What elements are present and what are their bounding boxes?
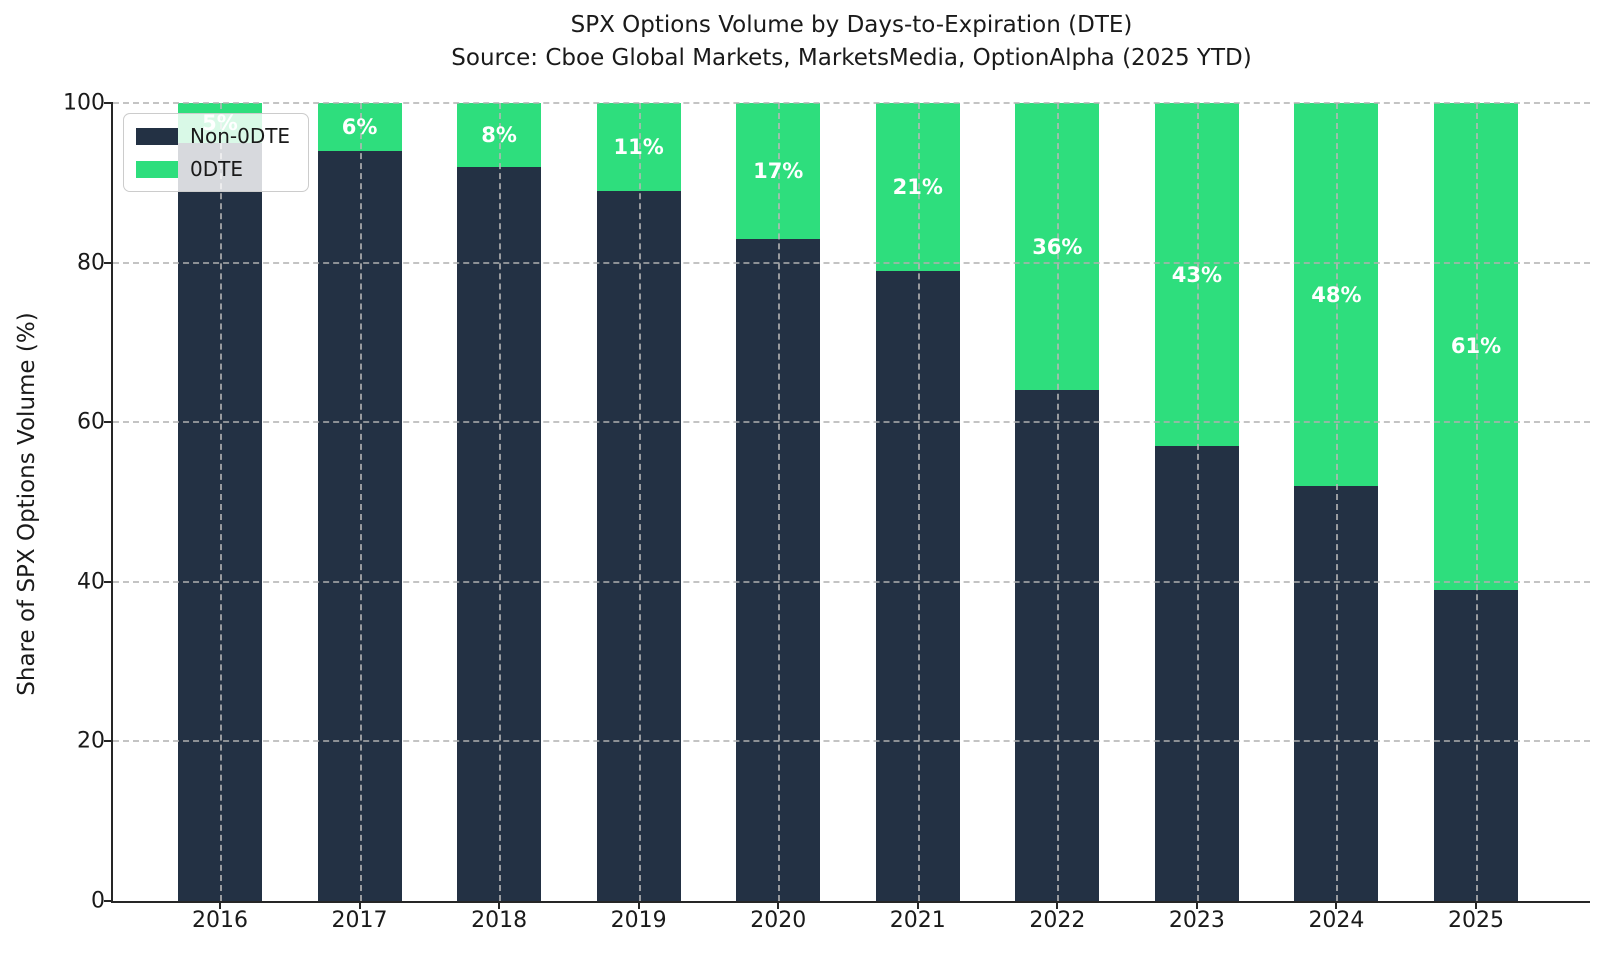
vertical-gridline-2023: [1196, 103, 1199, 901]
y-tick-label-60: 60: [77, 409, 105, 435]
legend: Non-0DTE 0DTE: [123, 113, 310, 192]
x-tick-2021: [916, 901, 919, 909]
y-tick-label-40: 40: [77, 569, 105, 595]
x-tick-label-2016: 2016: [192, 908, 248, 933]
x-tick-2017: [358, 901, 361, 909]
x-tick-2023: [1195, 901, 1198, 909]
vertical-gridline-2017: [359, 103, 362, 901]
x-tick-label-2024: 2024: [1308, 908, 1365, 933]
y-tick-0: [104, 900, 113, 902]
horizontal-gridline-40: [113, 580, 1590, 583]
y-tick-60: [104, 421, 113, 424]
bar-value-label-2024: 48%: [1311, 282, 1362, 307]
legend-swatch-icon: [136, 127, 178, 145]
vertical-gridline-2020: [778, 103, 781, 901]
x-tick-2018: [498, 901, 501, 909]
bottom-axis-spine: [111, 901, 1590, 903]
x-tick-2016: [219, 901, 221, 909]
y-axis-label: Share of SPX Options Volume (%): [14, 312, 40, 696]
x-tick-label-2018: 2018: [471, 908, 528, 933]
bar-value-label-2019: 11%: [613, 134, 664, 159]
x-tick-2022: [1056, 901, 1059, 909]
bar-value-label-2023: 43%: [1171, 262, 1223, 287]
vertical-gridline-2019: [638, 103, 641, 901]
legend-label: 0DTE: [190, 157, 243, 181]
y-tick-label-80: 80: [77, 250, 105, 276]
legend-entry-non-0dte: Non-0DTE: [136, 124, 290, 148]
x-tick-2019: [637, 901, 640, 909]
horizontal-gridline-20: [113, 740, 1590, 743]
x-tick-2020: [777, 901, 780, 909]
left-axis-spine: [111, 103, 113, 903]
bar-value-label-2017: 6%: [341, 114, 378, 139]
y-tick-label-20: 20: [77, 728, 105, 754]
horizontal-gridline-80: [113, 261, 1590, 264]
bar-value-label-2025: 61%: [1450, 334, 1502, 359]
legend-entry-0dte: 0DTE: [136, 157, 290, 181]
x-tick-label-2019: 2019: [610, 908, 667, 933]
y-tick-label-100: 100: [63, 90, 105, 116]
bar-value-label-2020: 17%: [753, 158, 804, 183]
horizontal-gridline-60: [113, 421, 1590, 424]
x-tick-label-2023: 2023: [1168, 908, 1225, 933]
vertical-gridline-2018: [499, 103, 502, 901]
chart-title: SPX Options Volume by Days-to-Expiration…: [570, 12, 1133, 38]
x-tick-2025: [1475, 901, 1477, 909]
vertical-gridline-2022: [1057, 103, 1060, 901]
legend-swatch-icon: [136, 160, 178, 178]
x-tick-2024: [1335, 901, 1338, 909]
legend-label: Non-0DTE: [190, 124, 291, 148]
x-tick-label-2020: 2020: [750, 908, 807, 933]
bar-value-label-2022: 36%: [1032, 234, 1083, 259]
y-tick-label-0: 0: [91, 888, 105, 914]
vertical-gridline-2024: [1336, 103, 1339, 901]
bar-value-label-2021: 21%: [892, 174, 943, 199]
x-tick-label-2022: 2022: [1029, 908, 1086, 933]
y-tick-20: [104, 740, 113, 743]
bar-value-label-2018: 8%: [481, 122, 517, 147]
x-tick-label-2017: 2017: [331, 908, 388, 933]
y-tick-40: [104, 580, 113, 583]
y-tick-100: [104, 102, 113, 104]
x-tick-label-2021: 2021: [889, 908, 946, 933]
y-tick-80: [104, 261, 113, 264]
chart-subtitle: Source: Cboe Global Markets, MarketsMedi…: [451, 45, 1252, 71]
vertical-gridline-2021: [917, 103, 920, 901]
horizontal-gridline-100: [113, 102, 1590, 104]
vertical-gridline-2025: [1476, 103, 1478, 901]
x-tick-label-2025: 2025: [1448, 908, 1504, 933]
vertical-gridline-2016: [220, 103, 222, 901]
